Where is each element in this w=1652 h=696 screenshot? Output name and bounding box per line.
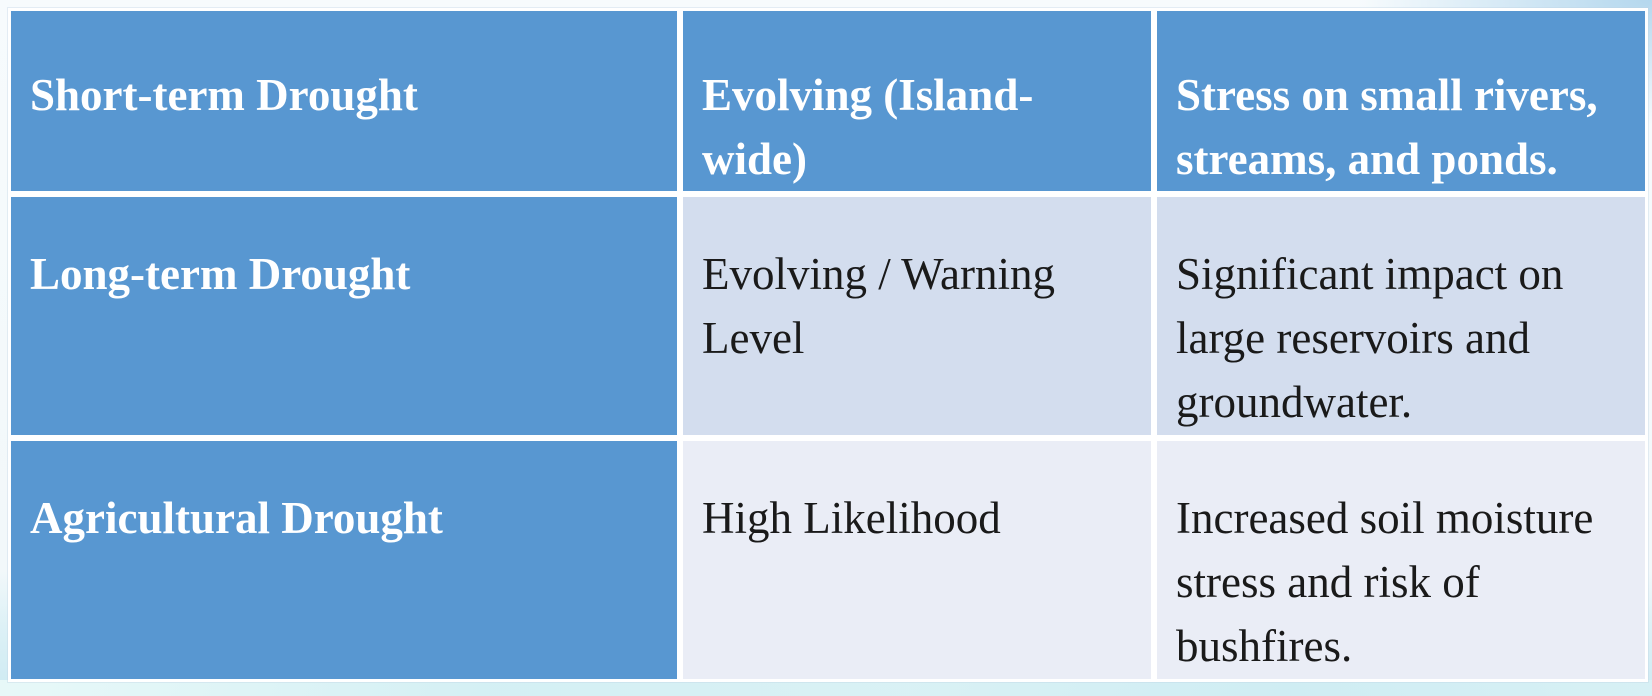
status-cell: High Likelihood (683, 441, 1151, 679)
slide-background-wave (0, 680, 1652, 696)
drought-status-table: Short-term Drought Evolving (Island- wid… (8, 8, 1648, 682)
impact-cell: Increased soil moisture stress and risk … (1157, 441, 1645, 679)
impact-cell: Stress on small rivers, streams, and pon… (1157, 11, 1645, 191)
drought-type-cell: Long-term Drought (11, 197, 677, 435)
drought-type-cell: Agricultural Drought (11, 441, 677, 679)
status-cell: Evolving (Island- wide) (683, 11, 1151, 191)
status-cell: Evolving / Warning Level (683, 197, 1151, 435)
impact-cell: Significant impact on large reservoirs a… (1157, 197, 1645, 435)
drought-type-cell: Short-term Drought (11, 11, 677, 191)
